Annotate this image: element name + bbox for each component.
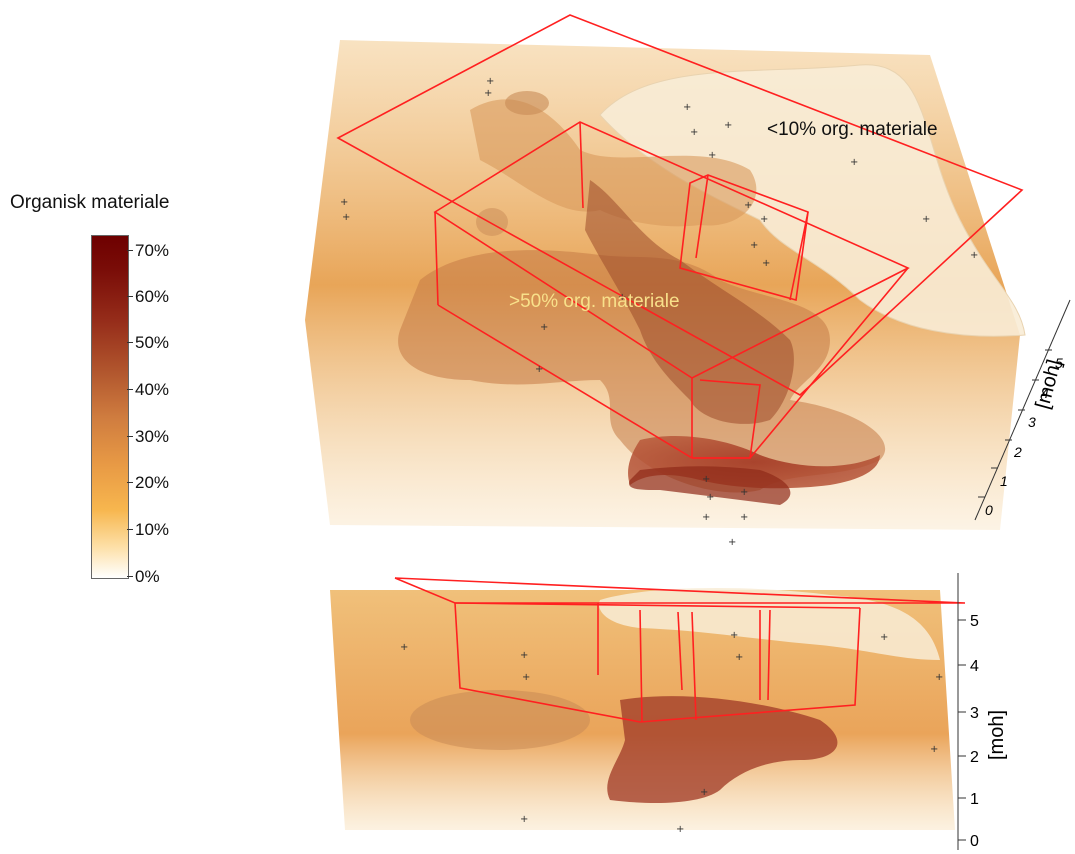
colorbar-label-40: 40% <box>135 380 170 399</box>
top-scene <box>305 14 1026 530</box>
bottom-axis-tick: 2 <box>970 749 979 766</box>
colorbar-label-20: 20% <box>135 473 170 492</box>
colorbar-tick <box>127 389 133 390</box>
colorbar-tick <box>127 529 133 530</box>
colorbar-tick <box>127 576 133 577</box>
organic-body-main <box>398 250 886 493</box>
svg-text:+: + <box>522 672 530 683</box>
svg-text:+: + <box>700 787 708 798</box>
top-outline <box>336 14 1024 459</box>
low-organic-surface <box>599 64 1026 337</box>
svg-text:+: + <box>724 120 732 131</box>
svg-text:+: + <box>486 76 494 87</box>
svg-text:+: + <box>744 200 752 211</box>
bottom-axis-tick: 4 <box>970 658 979 675</box>
top-axis-tick: 2 <box>1013 444 1022 460</box>
bottom-scene <box>330 577 966 830</box>
svg-text:+: + <box>690 127 698 138</box>
svg-text:+: + <box>728 537 736 548</box>
organic-blob <box>410 690 590 750</box>
svg-text:+: + <box>922 214 930 225</box>
high-organic-core <box>629 466 791 505</box>
svg-text:+: + <box>706 492 714 503</box>
colorbar-tick <box>127 342 133 343</box>
organic-blob-small <box>476 208 508 236</box>
svg-text:+: + <box>880 632 888 643</box>
bottom-axis-tick: 1 <box>970 791 979 808</box>
svg-text:+: + <box>400 642 408 653</box>
top-axis-tick: 5 <box>1055 355 1063 371</box>
top-axis-tick: 1 <box>1000 473 1008 489</box>
colorbar-label-10: 10% <box>135 520 170 539</box>
svg-text:+: + <box>750 240 758 251</box>
top-depth-axis <box>974 299 1071 521</box>
svg-text:+: + <box>618 292 626 303</box>
svg-text:+: + <box>730 630 738 641</box>
bottom-depth-axis <box>957 573 966 850</box>
svg-text:+: + <box>970 250 978 261</box>
bottom-axis-tick: 5 <box>970 613 979 630</box>
svg-text:+: + <box>935 672 943 683</box>
svg-text:+: + <box>740 487 748 498</box>
svg-text:+: + <box>735 652 743 663</box>
colorbar-label-50: 50% <box>135 333 170 352</box>
top-axis-tick: 4 <box>1041 385 1049 401</box>
top-axis-tick: 0 <box>985 502 993 518</box>
svg-text:+: + <box>484 88 492 99</box>
svg-text:+: + <box>850 157 858 168</box>
top-axis-label: [moh] <box>1032 357 1066 411</box>
svg-text:+: + <box>930 744 938 755</box>
top-axis-tick: 3 <box>1028 414 1036 430</box>
colorbar-tick <box>127 250 133 251</box>
high-organic-annotation: >50% org. materiale <box>509 291 680 312</box>
bottom-axis-label: [moh] <box>986 710 1008 760</box>
colorbar-label-0: 0% <box>135 567 160 586</box>
svg-text:+: + <box>762 258 770 269</box>
svg-text:+: + <box>520 650 528 661</box>
svg-text:+: + <box>708 150 716 161</box>
high-organic-core <box>607 696 838 803</box>
svg-text:+: + <box>760 214 768 225</box>
sample-points: +++ +++ +++ +++ +++ +++ ++ + + ++ +++ +++ … <box>340 76 978 835</box>
colorbar-tick <box>127 296 133 297</box>
colorbar-tick <box>127 482 133 483</box>
legend-title: Organisk materiale <box>10 192 170 213</box>
svg-text:+: + <box>340 197 348 208</box>
organic-blob-small <box>505 91 549 115</box>
organic-body-upper <box>470 99 757 227</box>
svg-text:+: + <box>702 474 710 485</box>
svg-text:+: + <box>342 212 350 223</box>
colorbar-label-70: 70% <box>135 241 170 260</box>
svg-text:+: + <box>702 512 710 523</box>
svg-text:+: + <box>676 824 684 835</box>
colorbar-label-30: 30% <box>135 427 170 446</box>
bottom-axis-tick: 3 <box>970 705 979 722</box>
low-organic-annotation: <10% org. materiale <box>767 119 938 140</box>
bottom-outline <box>394 577 966 723</box>
svg-text:+: + <box>740 512 748 523</box>
svg-text:+: + <box>535 364 543 375</box>
colorbar <box>91 235 129 579</box>
colorbar-label-60: 60% <box>135 287 170 306</box>
bottom-axis-tick: 0 <box>970 833 979 850</box>
svg-text:+: + <box>520 814 528 825</box>
svg-text:+: + <box>540 322 548 333</box>
colorbar-tick <box>127 436 133 437</box>
svg-text:+: + <box>683 102 691 113</box>
